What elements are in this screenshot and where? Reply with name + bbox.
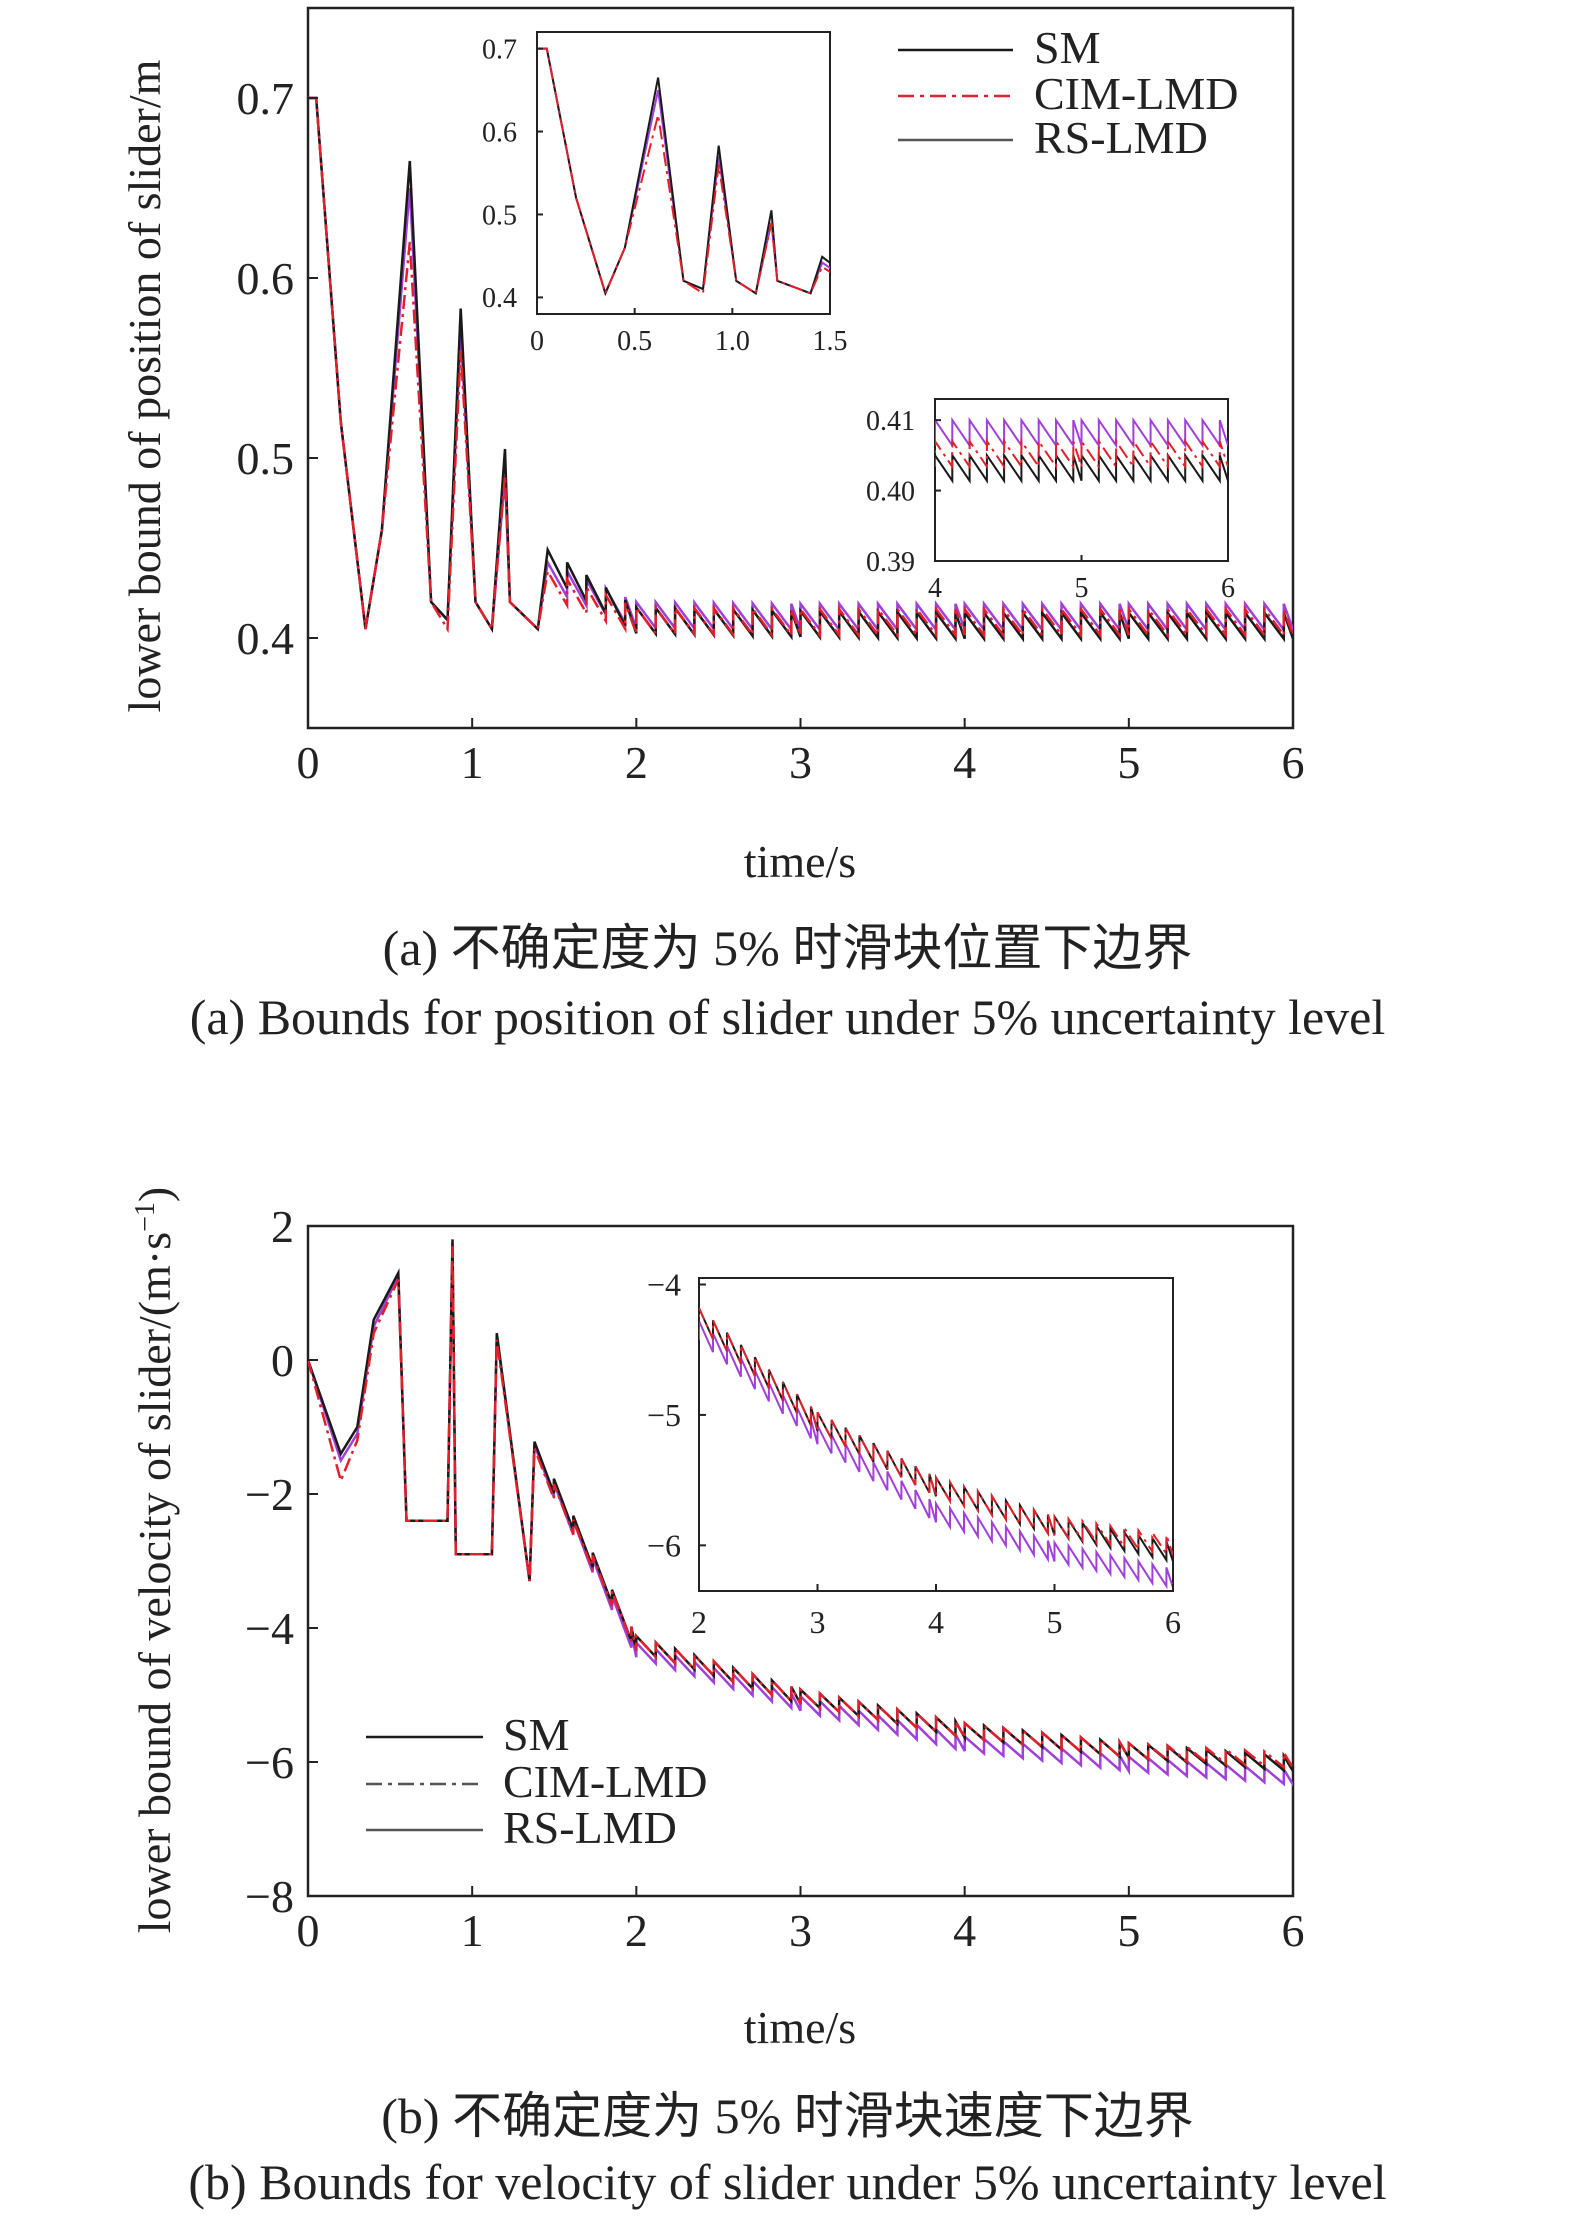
x-axis-label: time/s <box>744 836 856 887</box>
y-tick-label: 0.6 <box>237 253 295 304</box>
x-tick-label: 6 <box>1165 1604 1181 1640</box>
x-tick-label: 4 <box>928 1604 944 1640</box>
inset-frame <box>698 1277 1174 1592</box>
legend: SM CIM-LMD RS-LMD <box>898 22 1238 163</box>
x-tick-label: 1.0 <box>715 326 750 357</box>
y-axis-ticks: 0.4 0.5 0.6 0.7 <box>237 73 318 664</box>
y-axis-label-main: lower bound of velocity of slider/(m·s <box>129 1232 180 1933</box>
x-tick-label: 1.5 <box>813 326 848 357</box>
x-tick-label: 4 <box>953 737 976 788</box>
legend-label-rs-lmd: RS-LMD <box>1034 112 1208 163</box>
x-tick-label: 2 <box>691 1604 707 1640</box>
inset-ticks: 2 3 4 5 6 −4 −5 −6 <box>647 1267 1181 1640</box>
x-tick-label: 1 <box>461 737 484 788</box>
series-group <box>935 416 1228 484</box>
y-tick-label: −4 <box>245 1603 294 1654</box>
velocity-chart: 0 1 2 3 4 5 6 2 0 −2 −4 −6 −8 time/s lower bound of… <box>129 1187 1305 2053</box>
caption-a-english: (a) Bounds for position of slider under … <box>189 989 1386 1045</box>
y-tick-label: 0.6 <box>482 117 517 148</box>
x-tick-label: 5 <box>1047 1604 1063 1640</box>
x-tick-label: 0 <box>297 737 320 788</box>
inset-frame <box>536 31 831 315</box>
x-tick-label: 0 <box>530 326 544 357</box>
legend-label-rs-lmd: RS-LMD <box>503 1802 677 1853</box>
caption-a-chinese: (a) 不确定度为 5% 时滑块位置下边界 <box>382 920 1193 976</box>
series-group <box>308 96 1293 643</box>
x-tick-label: 3 <box>789 1905 812 1956</box>
x-tick-label: 5 <box>1117 737 1140 788</box>
series-lines <box>308 1239 1293 1787</box>
legend-label-cim-lmd: CIM-LMD <box>1034 68 1238 119</box>
legend-label-sm: SM <box>503 1709 569 1760</box>
series-line-cim-lmd <box>308 96 1293 639</box>
x-tick-label: 6 <box>1221 573 1235 604</box>
x-tick-label: 6 <box>1282 1905 1305 1956</box>
y-tick-label: 0.5 <box>237 433 295 484</box>
inset-ticks: 4 5 6 0.39 0.40 0.41 <box>866 406 1235 604</box>
x-tick-label: 3 <box>789 737 812 788</box>
y-axis-label: lower bound of position of slider/m <box>119 59 170 712</box>
y-tick-label: −5 <box>647 1397 681 1433</box>
y-axis-label: lower bound of velocity of slider/(m·s−1… <box>129 1187 180 1933</box>
x-tick-label: 0 <box>297 1905 320 1956</box>
x-tick-label: 6 <box>1282 737 1305 788</box>
legend: SM CIM-LMD RS-LMD <box>366 1709 707 1853</box>
series-line-cim-lmd <box>308 1246 1293 1771</box>
series-group <box>699 1307 1173 1590</box>
x-axis-ticks: 0 1 2 3 4 5 6 <box>297 1886 1305 1956</box>
x-tick-label: 5 <box>1117 1905 1140 1956</box>
series-line-cim-lmd <box>699 1307 1173 1558</box>
y-tick-label: 2 <box>271 1201 294 1252</box>
y-tick-label: 0.41 <box>866 406 915 437</box>
y-tick-label: 0 <box>271 1335 294 1386</box>
legend-label-sm: SM <box>1034 22 1100 73</box>
inset-late-time: 2 3 4 5 6 −4 −5 −6 <box>647 1267 1181 1640</box>
series-line-cim-lmd <box>935 438 1228 470</box>
y-tick-label: −2 <box>245 1469 294 1520</box>
caption-b-chinese: (b) 不确定度为 5% 时滑块速度下边界 <box>381 2088 1194 2144</box>
inset-series-lines <box>935 416 1228 484</box>
inset-late-time: 4 5 6 0.39 0.40 0.41 <box>866 398 1235 604</box>
y-axis-label-sup: −1 <box>130 1202 161 1232</box>
caption-b-english: (b) Bounds for velocity of slider under … <box>188 2154 1387 2210</box>
x-axis-ticks: 0 1 2 3 4 5 6 <box>297 718 1305 788</box>
x-tick-label: 0.5 <box>617 326 652 357</box>
y-tick-label: −8 <box>245 1871 294 1922</box>
y-tick-label: −6 <box>647 1528 681 1564</box>
y-tick-label: 0.4 <box>237 613 295 664</box>
inset-early-time: 0 0.5 1.0 1.5 0.4 0.5 0.6 0.7 <box>482 31 848 357</box>
y-tick-label: 0.40 <box>866 476 915 507</box>
y-tick-label: 0.7 <box>482 34 517 65</box>
y-axis-label-end: ) <box>129 1187 180 1202</box>
y-tick-label: 0.7 <box>237 73 295 124</box>
x-tick-label: 2 <box>625 1905 648 1956</box>
y-tick-label: 0.4 <box>482 283 517 314</box>
inset-ticks: 0 0.5 1.0 1.5 0.4 0.5 0.6 0.7 <box>482 34 848 357</box>
inset-series-lines <box>699 1307 1173 1590</box>
series-line-rs-lmd <box>935 416 1228 449</box>
y-tick-label: 0.5 <box>482 200 517 231</box>
x-tick-label: 4 <box>928 573 942 604</box>
x-tick-label: 2 <box>625 737 648 788</box>
x-axis-label: time/s <box>744 2002 856 2053</box>
y-tick-label: 0.39 <box>866 547 915 578</box>
series-group <box>308 1239 1293 1787</box>
y-tick-label: −4 <box>647 1267 681 1303</box>
legend-label-cim-lmd: CIM-LMD <box>503 1756 707 1807</box>
x-tick-label: 4 <box>953 1905 976 1956</box>
position-chart: 0 1 2 3 4 5 6 0.4 0.5 0.6 0.7 time/s lower bound … <box>119 6 1305 887</box>
x-tick-label: 5 <box>1075 573 1089 604</box>
series-lines <box>308 96 1293 643</box>
y-axis-ticks: 2 0 −2 −4 −6 −8 <box>245 1201 318 1922</box>
y-tick-label: −6 <box>245 1737 294 1788</box>
x-tick-label: 3 <box>810 1604 826 1640</box>
x-tick-label: 1 <box>461 1905 484 1956</box>
